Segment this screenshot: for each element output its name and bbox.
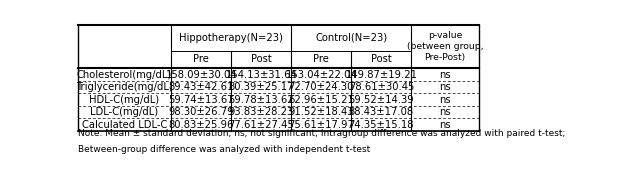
Text: Post: Post xyxy=(251,54,272,64)
Text: Note. Mean ± standard deviation; ns, not significant; Intragroup difference was : Note. Mean ± standard deviation; ns, not… xyxy=(78,129,565,138)
Text: p-value
(between group,
Pre-Post): p-value (between group, Pre-Post) xyxy=(407,31,484,62)
Text: 149.87±19.21: 149.87±19.21 xyxy=(345,70,417,79)
Text: 59.52±14.39: 59.52±14.39 xyxy=(348,95,414,105)
Text: ns: ns xyxy=(439,120,451,130)
Text: 59.78±13.62: 59.78±13.62 xyxy=(229,95,294,105)
Text: 93.83±28.23: 93.83±28.23 xyxy=(229,107,294,117)
Text: 98.30±26.79: 98.30±26.79 xyxy=(169,107,234,117)
Text: 154.13±31.64: 154.13±31.64 xyxy=(226,70,297,79)
Text: Cholesterol(mg/dL): Cholesterol(mg/dL) xyxy=(77,70,172,79)
Text: ns: ns xyxy=(439,82,451,92)
Text: Pre: Pre xyxy=(314,54,329,64)
Text: Between-group difference was analyzed with independent t-test: Between-group difference was analyzed wi… xyxy=(78,145,370,154)
Text: 77.61±27.45: 77.61±27.45 xyxy=(228,120,294,130)
Text: 80.83±25.96: 80.83±25.96 xyxy=(169,120,234,130)
Text: 88.43±17.08: 88.43±17.08 xyxy=(349,107,414,117)
Text: 153.04±22.04: 153.04±22.04 xyxy=(286,70,357,79)
Text: 89.43±42.61: 89.43±42.61 xyxy=(169,82,234,92)
Text: ns: ns xyxy=(439,95,451,105)
Text: Pre: Pre xyxy=(193,54,209,64)
Text: ns: ns xyxy=(439,107,451,117)
Text: 72.70±24.30: 72.70±24.30 xyxy=(289,82,354,92)
Text: 158.09±30.04: 158.09±30.04 xyxy=(166,70,237,79)
Text: Calculated LDL-C: Calculated LDL-C xyxy=(82,120,167,130)
Text: 75.61±17.97: 75.61±17.97 xyxy=(288,120,354,130)
Text: ns: ns xyxy=(439,70,451,79)
Text: Triglyceride(mg/dL): Triglyceride(mg/dL) xyxy=(76,82,173,92)
Text: LDL-C(mg/dL): LDL-C(mg/dL) xyxy=(91,107,159,117)
Text: 62.96±15.21: 62.96±15.21 xyxy=(288,95,354,105)
Text: Hippotherapy(N=23): Hippotherapy(N=23) xyxy=(179,33,283,43)
Text: 78.61±30.45: 78.61±30.45 xyxy=(348,82,414,92)
Text: 91.52±18.43: 91.52±18.43 xyxy=(288,107,354,117)
Text: HDL-C(mg/dL): HDL-C(mg/dL) xyxy=(89,95,159,105)
Text: 59.74±13.67: 59.74±13.67 xyxy=(169,95,234,105)
Text: 80.39±25.17: 80.39±25.17 xyxy=(229,82,294,92)
Text: Post: Post xyxy=(371,54,392,64)
Text: Control(N=23): Control(N=23) xyxy=(316,33,388,43)
Text: 74.35±15.18: 74.35±15.18 xyxy=(348,120,414,130)
